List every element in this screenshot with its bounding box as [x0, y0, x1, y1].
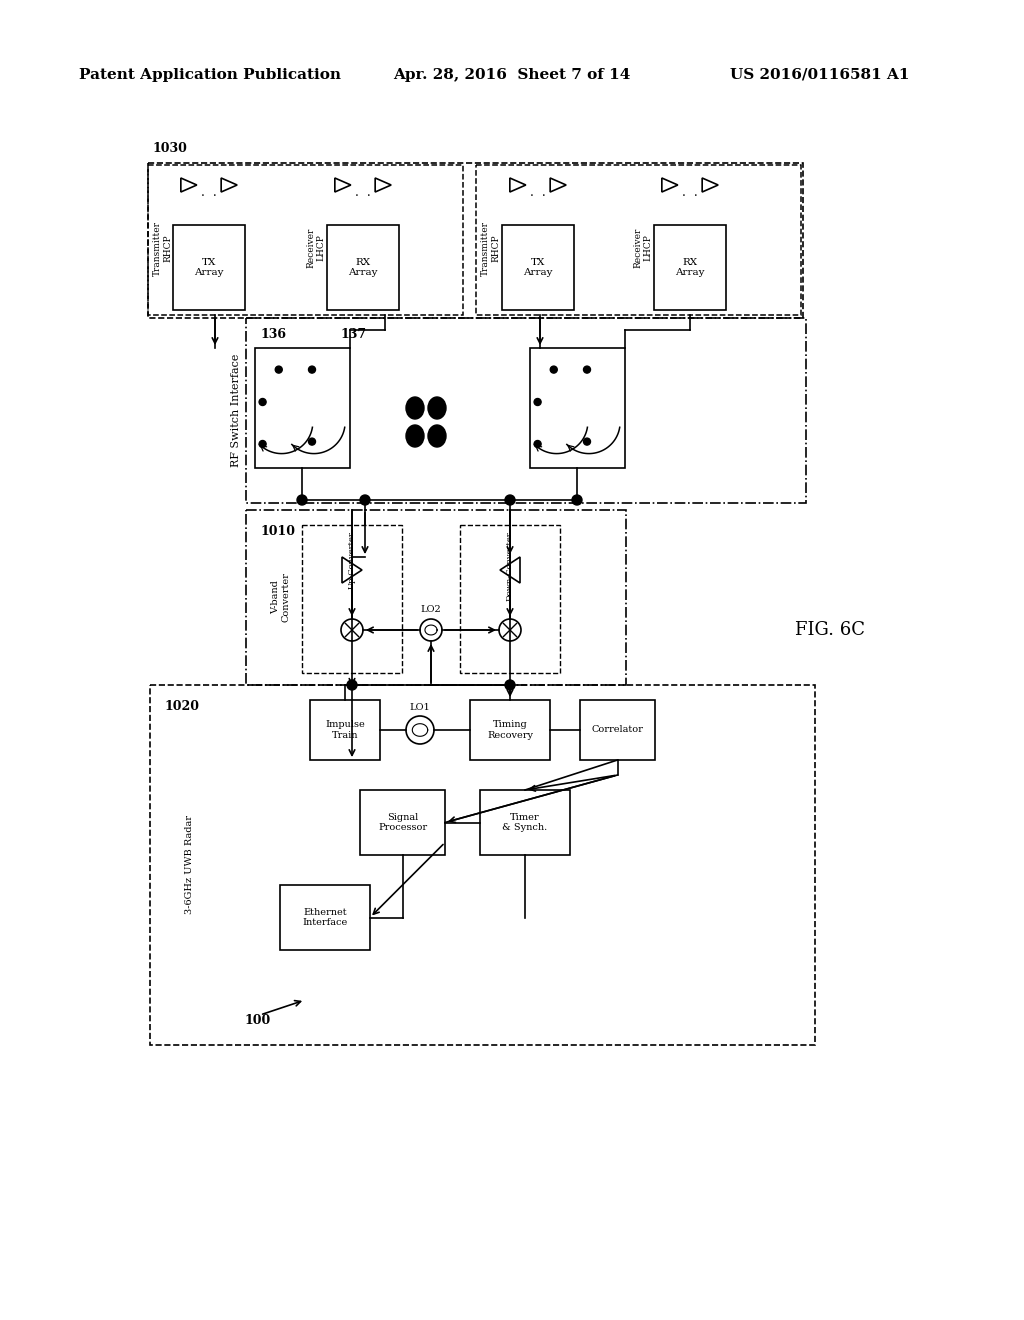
Ellipse shape [406, 397, 424, 418]
Bar [502, 224, 574, 310]
Bar [173, 224, 245, 310]
Text: US 2016/0116581 A1: US 2016/0116581 A1 [730, 69, 909, 82]
Bar [654, 224, 726, 310]
Text: Transmitter
RHCP: Transmitter RHCP [481, 220, 501, 276]
Text: 136: 136 [261, 327, 287, 341]
Bar [280, 884, 370, 950]
Text: Timing
Recovery: Timing Recovery [487, 721, 534, 739]
Bar [476, 165, 801, 315]
Text: Receiver
LHCP: Receiver LHCP [306, 228, 326, 268]
Bar [460, 525, 560, 673]
Text: Patent Application Publication: Patent Application Publication [79, 69, 341, 82]
Text: 100: 100 [245, 1014, 271, 1027]
Circle shape [584, 366, 591, 374]
Text: Up-Converter: Up-Converter [348, 531, 356, 589]
Text: Transmitter
RHCP: Transmitter RHCP [154, 220, 173, 276]
Ellipse shape [406, 425, 424, 447]
Circle shape [360, 495, 370, 506]
Circle shape [308, 438, 315, 445]
Bar [246, 318, 806, 503]
Circle shape [259, 399, 266, 405]
Text: FIG. 6C: FIG. 6C [795, 620, 865, 639]
Text: Ethernet
Interface: Ethernet Interface [302, 908, 347, 927]
Text: 137: 137 [341, 327, 368, 341]
Circle shape [535, 399, 541, 405]
Text: 1030: 1030 [153, 143, 187, 154]
Circle shape [572, 495, 582, 506]
Circle shape [550, 366, 557, 374]
Text: Apr. 28, 2016  Sheet 7 of 14: Apr. 28, 2016 Sheet 7 of 14 [393, 69, 631, 82]
Text: TX
Array: TX Array [195, 257, 224, 277]
Circle shape [505, 495, 515, 506]
Text: Correlator: Correlator [592, 726, 643, 734]
Text: RF Switch Interface: RF Switch Interface [231, 354, 241, 467]
Bar [580, 700, 655, 760]
Bar [310, 700, 380, 760]
Bar [148, 165, 463, 315]
Circle shape [505, 680, 515, 690]
Text: RX
Array: RX Array [675, 257, 705, 277]
Text: .  .: . . [201, 186, 217, 198]
Ellipse shape [428, 397, 446, 418]
Text: LO2: LO2 [421, 606, 441, 615]
Bar [470, 700, 550, 760]
Text: .  .: . . [530, 186, 546, 198]
Circle shape [275, 366, 283, 374]
Bar [530, 348, 625, 469]
Bar [255, 348, 350, 469]
Bar [246, 510, 626, 685]
Text: 3-6GHz UWB Radar: 3-6GHz UWB Radar [185, 816, 195, 915]
Bar [360, 789, 445, 855]
Bar [302, 525, 402, 673]
Text: Timer
& Synch.: Timer & Synch. [503, 813, 548, 832]
Text: Down-Converter: Down-Converter [506, 531, 514, 601]
Text: V-band
Converter: V-band Converter [271, 573, 291, 623]
Text: Signal
Processor: Signal Processor [378, 813, 427, 832]
Text: .  .: . . [355, 186, 371, 198]
Text: .  .: . . [682, 186, 698, 198]
Ellipse shape [428, 425, 446, 447]
Bar [327, 224, 399, 310]
Circle shape [584, 438, 591, 445]
Text: 1010: 1010 [261, 525, 296, 539]
Text: LO1: LO1 [410, 702, 430, 711]
Circle shape [259, 441, 266, 447]
Text: Impulse
Train: Impulse Train [326, 721, 365, 739]
Text: RX
Array: RX Array [348, 257, 378, 277]
Bar [480, 789, 570, 855]
Bar [148, 162, 803, 318]
Circle shape [535, 441, 541, 447]
Circle shape [347, 680, 357, 690]
Text: TX
Array: TX Array [523, 257, 553, 277]
Bar [150, 685, 815, 1045]
Circle shape [297, 495, 307, 506]
Text: Receiver
LHCP: Receiver LHCP [633, 228, 652, 268]
Text: 1020: 1020 [165, 700, 200, 713]
Circle shape [308, 366, 315, 374]
